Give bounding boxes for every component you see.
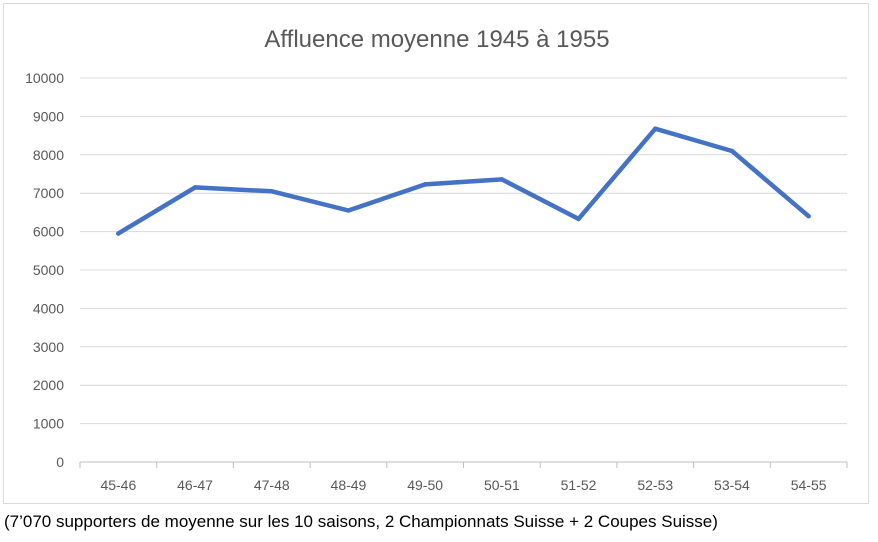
x-tick-label: 49-50 xyxy=(407,477,443,493)
data-point xyxy=(499,177,505,182)
x-tick-label: 52-53 xyxy=(637,477,673,493)
y-tick-label: 4000 xyxy=(33,300,64,316)
x-tick-label: 46-47 xyxy=(177,477,213,493)
x-tick-label: 53-54 xyxy=(714,477,750,493)
data-point xyxy=(346,208,351,213)
data-point xyxy=(653,126,658,131)
y-axis-ticks: 0 1000 2000 3000 4000 5000 6000 7000 8000 9000 100… xyxy=(25,70,64,470)
data-point xyxy=(116,231,121,236)
series-line xyxy=(116,126,811,236)
y-tick-label: 2000 xyxy=(33,377,64,393)
x-tick-label: 54-55 xyxy=(791,477,827,493)
y-tick-label: 9000 xyxy=(33,108,64,124)
line-chart: Affluence moyenne 1945 à 1955 0 1000 2000 3… xyxy=(25,26,848,493)
chart-title: Affluence moyenne 1945 à 1955 xyxy=(264,26,609,53)
x-axis xyxy=(79,461,848,468)
x-tick-label: 48-49 xyxy=(331,477,367,493)
y-tick-label: 5000 xyxy=(33,262,64,278)
chart-caption: (7’070 supporters de moyenne sur les 10 … xyxy=(4,512,718,531)
series-layer xyxy=(116,126,811,236)
x-tick-label: 45-46 xyxy=(100,477,136,493)
data-point xyxy=(806,214,811,219)
x-tick-label: 50-51 xyxy=(484,477,520,493)
x-tick-label: 47-48 xyxy=(254,477,290,493)
y-tick-label: 0 xyxy=(56,454,64,470)
data-point xyxy=(269,189,274,194)
data-point xyxy=(576,216,581,222)
data-point xyxy=(192,185,198,190)
chart-frame xyxy=(3,3,869,504)
y-tick-label: 7000 xyxy=(33,185,64,201)
data-point xyxy=(729,148,735,154)
y-tick-label: 6000 xyxy=(33,224,64,240)
data-point xyxy=(422,182,428,187)
y-tick-label: 1000 xyxy=(33,416,64,432)
y-tick-label: 8000 xyxy=(33,147,64,163)
x-axis-ticks: 45-46 46-47 47-48 48-49 49-50 50-51 51-52 52-53… xyxy=(100,477,826,493)
y-tick-label: 10000 xyxy=(25,70,64,86)
gridlines xyxy=(80,77,847,425)
y-tick-label: 3000 xyxy=(33,339,64,355)
x-tick-label: 51-52 xyxy=(561,477,597,493)
